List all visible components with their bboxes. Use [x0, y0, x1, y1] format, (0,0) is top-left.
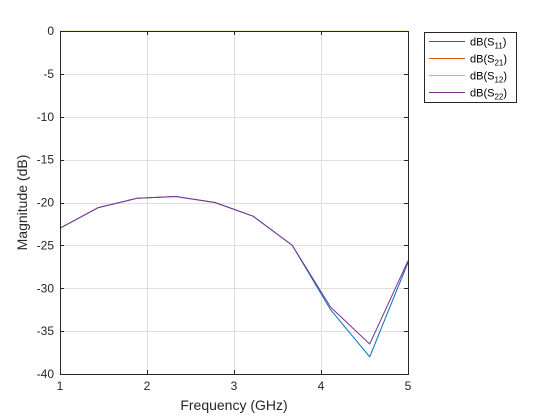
y-tick-label: -25: [37, 238, 55, 252]
x-tick-label: 5: [405, 379, 412, 393]
legend: dB(S11) dB(S21) dB(S12) dB(S22): [424, 32, 517, 103]
y-tick-label: -5: [43, 67, 54, 81]
y-tick-labels: 0 -5 -10 -15 -20 -25 -30 -35 -40: [37, 24, 55, 381]
legend-entry-label: dB(S11): [470, 37, 506, 51]
x-tick-label: 4: [318, 379, 325, 393]
series-line-db-s22: [59, 196, 409, 345]
y-tick-label: -15: [37, 153, 55, 167]
legend-box: [424, 32, 517, 103]
x-tick-label: 3: [231, 379, 238, 393]
legend-entry-label: dB(S21): [470, 54, 507, 68]
y-tick-label: -20: [37, 196, 55, 210]
legend-entry-label: dB(S22): [470, 88, 507, 102]
x-tick-label: 1: [57, 379, 64, 393]
legend-entry-label: dB(S12): [470, 71, 507, 85]
y-tick-label: -30: [37, 281, 55, 295]
y-tick-label: 0: [47, 24, 54, 38]
x-tick-label: 2: [144, 379, 151, 393]
y-tick-label: -40: [37, 367, 55, 381]
tick-marks: [60, 31, 409, 375]
x-tick-labels: 1 2 3 4 5: [57, 379, 412, 393]
y-tick-label: -35: [37, 324, 55, 338]
y-tick-label: -10: [37, 110, 55, 124]
y-axis-label: Magnitude (dB): [14, 155, 30, 251]
x-axis-label: Frequency (GHz): [180, 397, 287, 413]
